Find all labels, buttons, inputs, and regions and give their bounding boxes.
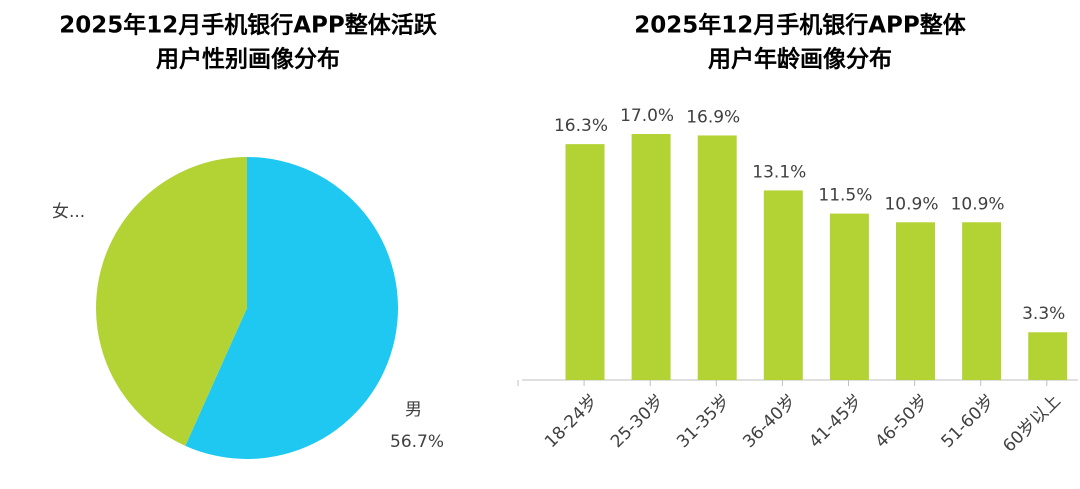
- x-tick-label: 31-35岁: [673, 391, 734, 452]
- data-label: 17.0%: [620, 106, 674, 126]
- bar: [697, 135, 737, 380]
- x-tick-label: 41-45岁: [805, 391, 866, 452]
- data-label: 16.9%: [686, 107, 740, 127]
- x-tick-label: 36-40岁: [739, 391, 800, 452]
- pie-slice: [96, 157, 247, 446]
- x-tick-label: 46-50岁: [871, 391, 932, 452]
- x-tick-label: 18-24岁: [541, 391, 602, 452]
- data-label: 13.1%: [752, 162, 806, 182]
- slice-value-label: 56.7%: [390, 432, 444, 452]
- bar: [763, 190, 803, 380]
- bar: [962, 222, 1002, 380]
- bar: [631, 134, 671, 380]
- data-label: 16.3%: [554, 116, 608, 136]
- x-tick-label: 25-30岁: [607, 391, 668, 452]
- data-label: 10.9%: [884, 194, 938, 214]
- chart-title: 用户性别画像分布: [156, 46, 340, 73]
- data-label: 11.5%: [818, 186, 872, 206]
- bar: [896, 222, 935, 380]
- x-tick-label: 51-60岁: [938, 391, 999, 452]
- slice-label: 男: [405, 400, 422, 420]
- slice-label: 女...: [52, 202, 85, 222]
- chart-title: 2025年12月手机银行APP整体活跃: [59, 12, 438, 39]
- bar: [1028, 332, 1068, 380]
- data-label: 3.3%: [1022, 304, 1065, 324]
- x-tick-label: 60岁以上: [999, 391, 1065, 457]
- bar: [829, 213, 869, 380]
- chart-title: 用户年龄画像分布: [708, 46, 892, 73]
- data-label: 10.9%: [951, 194, 1005, 214]
- pie-slice: [185, 157, 398, 459]
- bar: [565, 144, 605, 380]
- chart-title: 2025年12月手机银行APP整体: [634, 12, 967, 39]
